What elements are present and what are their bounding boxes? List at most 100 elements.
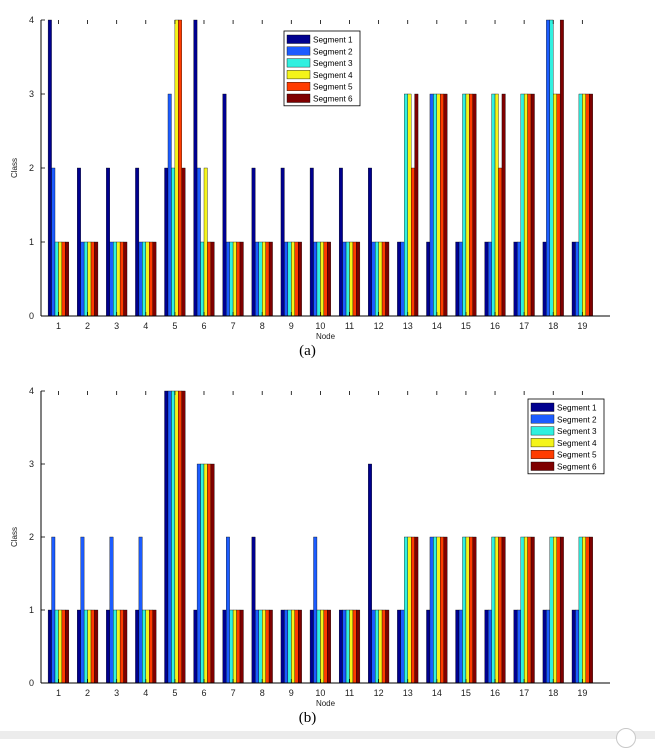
- bar: [94, 241, 99, 317]
- legend-swatch: [286, 46, 311, 56]
- bar: [323, 609, 328, 684]
- bar: [397, 609, 401, 684]
- bar: [345, 241, 350, 317]
- y-tick-label: 3: [29, 459, 34, 469]
- chart-panel-a: 1 2 3 4 5 6 7 8 9 10 11 12 13 14 15 16 17 18 1901234NodeCl…: [10, 15, 610, 359]
- x-tick-label: 17: [519, 688, 529, 698]
- legend-swatch: [286, 81, 311, 91]
- bar: [345, 609, 350, 684]
- bar: [414, 93, 419, 317]
- bar: [571, 241, 576, 317]
- x-tick-label: 2: [85, 688, 90, 698]
- legend-label: Segment 3: [557, 427, 597, 436]
- bar: [280, 609, 285, 684]
- bar: [530, 93, 535, 317]
- bar: [200, 463, 205, 684]
- x-tick-label: 14: [432, 321, 442, 331]
- x-tick-label: 4: [143, 321, 148, 331]
- bar: [542, 241, 547, 317]
- bar: [458, 241, 463, 317]
- bar: [164, 167, 169, 317]
- legend-swatch: [530, 450, 555, 459]
- panel-label: (a): [299, 343, 316, 359]
- bar: [582, 93, 586, 317]
- bar: [320, 609, 325, 684]
- legend-swatch: [530, 461, 555, 471]
- legend-label: Segment 3: [313, 59, 353, 68]
- y-tick-label: 2: [29, 163, 34, 173]
- bar: [575, 609, 580, 684]
- legend-swatch: [530, 402, 555, 412]
- bar: [404, 93, 408, 317]
- x-axis-label: Node: [316, 699, 336, 708]
- x-tick-label: 1: [56, 688, 61, 698]
- bar: [152, 609, 157, 684]
- bar: [338, 167, 343, 317]
- x-tick-label: 19: [577, 321, 587, 331]
- bar: [239, 609, 244, 684]
- bar: [374, 609, 379, 684]
- legend-swatch: [530, 438, 555, 448]
- bar: [149, 241, 153, 317]
- bar: [410, 167, 415, 317]
- y-axis-label: Class: [10, 527, 19, 547]
- x-tick-label: 8: [260, 688, 265, 698]
- bar: [106, 609, 110, 684]
- bar: [513, 609, 518, 684]
- x-tick-label: 17: [519, 321, 529, 331]
- legend-label: Segment 4: [557, 439, 597, 448]
- y-tick-label: 0: [29, 311, 34, 321]
- legend: Segment 1 Segment 2 Segment 3 Segment 4 Segm…: [283, 30, 361, 107]
- bar: [236, 241, 241, 317]
- bar: [400, 241, 405, 317]
- bar: [368, 167, 372, 317]
- legend: Segment 1 Segment 2 Segment 3 Segment 4 Segm…: [527, 398, 605, 475]
- bar: [491, 536, 496, 684]
- bar: [284, 241, 289, 317]
- bar: [494, 93, 499, 317]
- bar: [106, 167, 110, 317]
- bar: [381, 241, 386, 317]
- legend-label: Segment 2: [557, 415, 597, 424]
- bar: [465, 536, 470, 684]
- x-tick-label: 10: [315, 321, 325, 331]
- bar: [440, 93, 444, 317]
- bar: [123, 241, 128, 317]
- bar: [491, 93, 496, 317]
- bar: [342, 241, 347, 317]
- bar: [58, 241, 63, 317]
- bar: [222, 609, 227, 684]
- x-tick-label: 13: [403, 321, 413, 331]
- x-tick-label: 6: [201, 321, 206, 331]
- bar: [455, 241, 460, 317]
- bar: [397, 241, 401, 317]
- legend-swatch: [286, 93, 311, 103]
- bar: [145, 241, 150, 317]
- bar: [487, 241, 492, 317]
- bar: [523, 93, 528, 317]
- bar: [268, 609, 273, 684]
- bar: [171, 390, 176, 684]
- bar: [83, 241, 88, 317]
- legend-swatch: [530, 414, 555, 424]
- x-tick-label: 11: [345, 688, 354, 698]
- bar: [484, 609, 489, 684]
- bar: [116, 241, 121, 317]
- bar: [472, 93, 477, 317]
- bar: [578, 93, 583, 317]
- bar: [65, 609, 69, 684]
- bar: [407, 93, 412, 317]
- bar: [371, 241, 376, 317]
- bar: [455, 609, 460, 684]
- bar: [239, 241, 244, 317]
- bar: [94, 609, 99, 684]
- bar: [291, 609, 295, 684]
- x-tick-label: 15: [461, 688, 471, 698]
- bar: [138, 536, 143, 684]
- bar: [559, 19, 564, 317]
- bar: [462, 93, 467, 317]
- bar: [54, 609, 59, 684]
- bar: [553, 93, 557, 317]
- x-tick-label: 5: [172, 688, 177, 698]
- bar: [280, 167, 285, 317]
